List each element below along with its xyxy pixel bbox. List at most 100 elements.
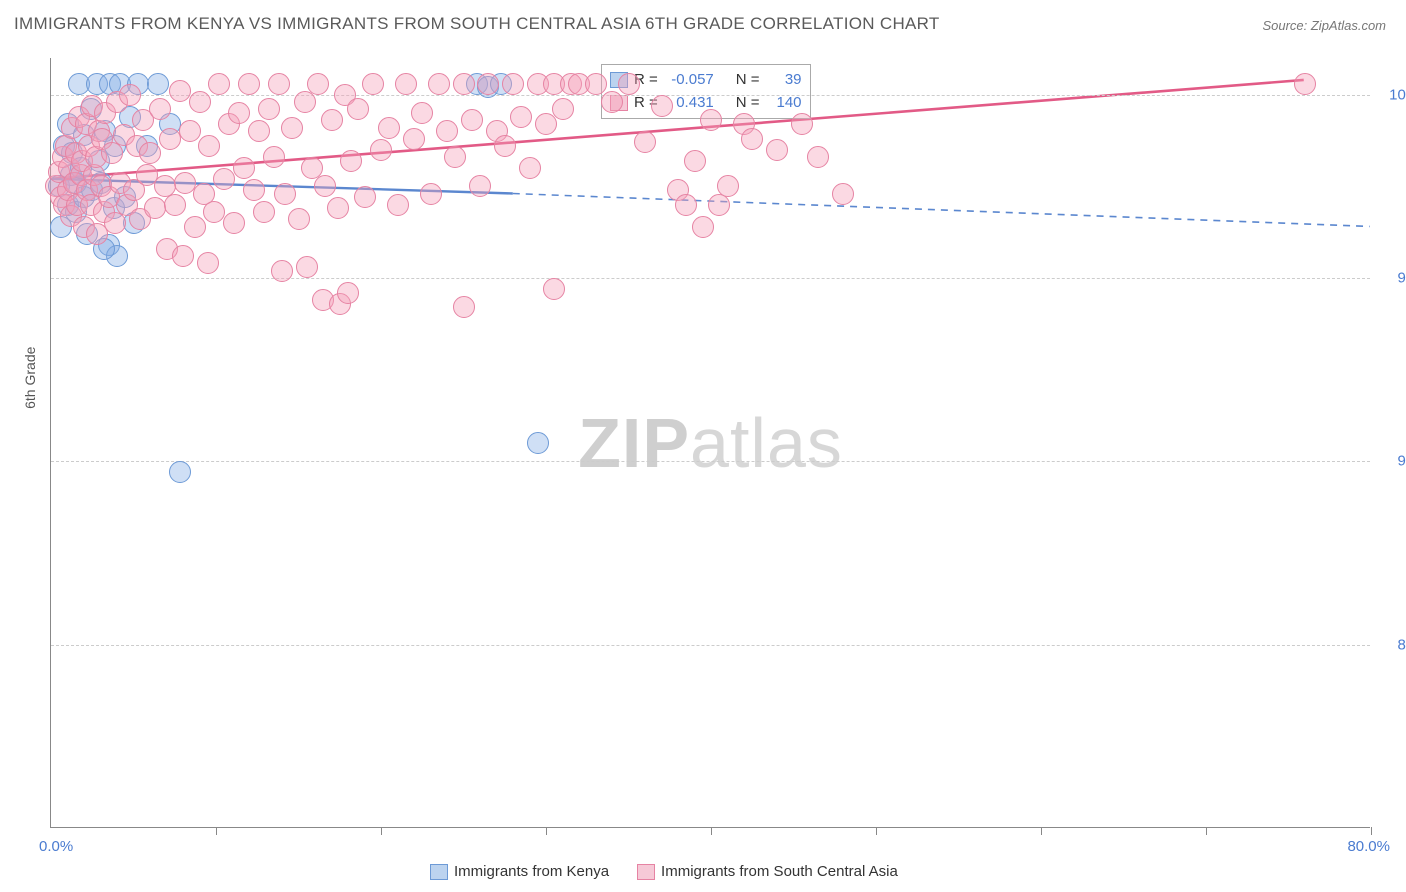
series2-marker bbox=[708, 194, 730, 216]
x-tick bbox=[1206, 827, 1207, 835]
series1-marker bbox=[147, 73, 169, 95]
series2-marker bbox=[104, 212, 126, 234]
series2-marker bbox=[271, 260, 293, 282]
series2-marker bbox=[362, 73, 384, 95]
y-tick-label: 100.0% bbox=[1389, 86, 1406, 103]
series1-marker bbox=[527, 432, 549, 454]
legend-item-1: Immigrants from Kenya bbox=[430, 863, 609, 880]
series2-marker bbox=[766, 139, 788, 161]
series2-marker bbox=[274, 183, 296, 205]
series2-marker bbox=[307, 73, 329, 95]
x-tick bbox=[1041, 827, 1042, 835]
series2-marker bbox=[370, 139, 392, 161]
x-tick bbox=[876, 827, 877, 835]
series2-marker bbox=[403, 128, 425, 150]
x-axis-end-label: 80.0% bbox=[1347, 838, 1390, 855]
r-value-1: -0.057 bbox=[664, 69, 714, 92]
series2-marker bbox=[347, 98, 369, 120]
series2-marker bbox=[248, 120, 270, 142]
series2-marker bbox=[469, 175, 491, 197]
series2-marker bbox=[119, 84, 141, 106]
series2-marker bbox=[510, 106, 532, 128]
y-tick-label: 85.0% bbox=[1397, 636, 1406, 653]
series2-marker bbox=[208, 73, 230, 95]
series2-marker bbox=[243, 179, 265, 201]
bottom-legend: Immigrants from Kenya Immigrants from So… bbox=[430, 863, 898, 880]
series2-marker bbox=[223, 212, 245, 234]
series2-marker bbox=[651, 95, 673, 117]
swatch-series2-bottom bbox=[637, 864, 655, 880]
series2-marker bbox=[519, 157, 541, 179]
series2-marker bbox=[502, 73, 524, 95]
series2-marker bbox=[169, 80, 191, 102]
y-tick-label: 90.0% bbox=[1397, 453, 1406, 470]
series2-marker bbox=[197, 252, 219, 274]
series2-marker bbox=[692, 216, 714, 238]
series2-marker bbox=[700, 109, 722, 131]
series2-marker bbox=[395, 73, 417, 95]
series2-marker bbox=[477, 73, 499, 95]
series2-marker bbox=[444, 146, 466, 168]
series2-marker bbox=[288, 208, 310, 230]
series2-marker bbox=[340, 150, 362, 172]
series2-marker bbox=[159, 128, 181, 150]
y-tick-label: 95.0% bbox=[1397, 270, 1406, 287]
series2-marker bbox=[189, 91, 211, 113]
x-tick bbox=[546, 827, 547, 835]
series2-marker bbox=[585, 73, 607, 95]
x-tick bbox=[711, 827, 712, 835]
gridline bbox=[51, 95, 1370, 96]
series2-marker bbox=[184, 216, 206, 238]
n-label-1: N = bbox=[736, 69, 760, 92]
series2-marker bbox=[378, 117, 400, 139]
legend-item-2: Immigrants from South Central Asia bbox=[637, 863, 898, 880]
series2-marker bbox=[684, 150, 706, 172]
x-tick bbox=[216, 827, 217, 835]
x-tick bbox=[1371, 827, 1372, 835]
plot-area: ZIPatlas R = -0.057 N = 39 R = 0.431 N =… bbox=[50, 58, 1370, 828]
series2-marker bbox=[741, 128, 763, 150]
series2-marker bbox=[543, 278, 565, 300]
series2-marker bbox=[213, 168, 235, 190]
series2-marker bbox=[494, 135, 516, 157]
y-axis-title: 6th Grade bbox=[22, 347, 38, 409]
series2-marker bbox=[164, 194, 186, 216]
series2-marker bbox=[238, 73, 260, 95]
legend-label-2: Immigrants from South Central Asia bbox=[661, 863, 898, 880]
series2-marker bbox=[296, 256, 318, 278]
series2-marker bbox=[453, 73, 475, 95]
series2-marker bbox=[101, 142, 123, 164]
series2-marker bbox=[832, 183, 854, 205]
series2-marker bbox=[618, 73, 640, 95]
gridline bbox=[51, 278, 1370, 279]
series2-marker bbox=[179, 120, 201, 142]
series2-marker bbox=[268, 73, 290, 95]
chart-title: IMMIGRANTS FROM KENYA VS IMMIGRANTS FROM… bbox=[14, 14, 940, 34]
series2-marker bbox=[253, 201, 275, 223]
series2-marker bbox=[172, 245, 194, 267]
series2-marker bbox=[387, 194, 409, 216]
series2-marker bbox=[327, 197, 349, 219]
series2-marker bbox=[139, 142, 161, 164]
series2-marker bbox=[233, 157, 255, 179]
series2-marker bbox=[337, 282, 359, 304]
series2-marker bbox=[149, 98, 171, 120]
series2-marker bbox=[281, 117, 303, 139]
series2-marker bbox=[420, 183, 442, 205]
watermark: ZIPatlas bbox=[578, 403, 843, 483]
series2-marker bbox=[428, 73, 450, 95]
series2-marker bbox=[263, 146, 285, 168]
series2-marker bbox=[601, 91, 623, 113]
series2-marker bbox=[321, 109, 343, 131]
swatch-series1-bottom bbox=[430, 864, 448, 880]
series2-marker bbox=[174, 172, 196, 194]
series2-marker bbox=[807, 146, 829, 168]
series2-marker bbox=[453, 296, 475, 318]
series2-marker bbox=[634, 131, 656, 153]
series2-marker bbox=[411, 102, 433, 124]
x-axis-start-label: 0.0% bbox=[39, 838, 73, 855]
series2-marker bbox=[228, 102, 250, 124]
series2-marker bbox=[552, 98, 574, 120]
series2-marker bbox=[314, 175, 336, 197]
series1-marker bbox=[169, 461, 191, 483]
